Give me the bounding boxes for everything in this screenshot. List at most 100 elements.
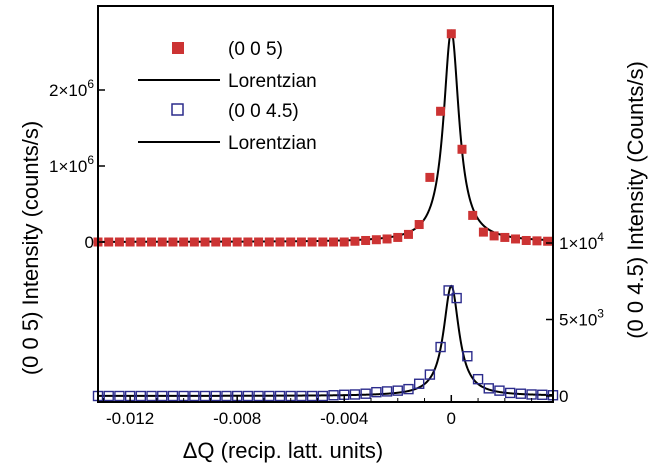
data-point-0045 xyxy=(424,369,436,380)
right-y-tick-label: 1×104 xyxy=(559,230,604,253)
right-y-axis-title: (0 0 4.5) Intensity (Counts/s) xyxy=(623,61,648,339)
x-axis-title: ΔQ (recip. latt. units) xyxy=(183,438,384,463)
data-point-0045 xyxy=(483,383,494,394)
data-point-005 xyxy=(136,237,146,247)
data-point-005 xyxy=(457,144,467,154)
data-point-005 xyxy=(436,106,446,116)
data-point-005 xyxy=(264,237,274,247)
legend-label: (0 0 5) xyxy=(228,39,283,60)
x-tick-label: -0.004 xyxy=(320,409,368,428)
data-point-005 xyxy=(296,237,306,247)
fit-lines xyxy=(98,29,554,397)
data-point-0045 xyxy=(328,390,339,401)
x-tick-label: 0 xyxy=(447,409,456,428)
data-point-0045 xyxy=(114,390,125,402)
data-point-005 xyxy=(521,235,531,245)
data-point-0045 xyxy=(349,389,361,400)
data-point-005 xyxy=(350,236,360,246)
data-point-005 xyxy=(468,210,478,220)
data-point-0045 xyxy=(462,351,473,362)
x-tick-label: -0.012 xyxy=(106,409,154,428)
legend-marker-filled-square xyxy=(172,42,184,54)
data-point-005 xyxy=(318,237,328,247)
data-point-0045 xyxy=(504,387,516,399)
data-point-0045 xyxy=(537,389,548,400)
data-point-005 xyxy=(307,237,317,247)
legend-label: Lorentzian xyxy=(228,71,317,92)
data-point-0045 xyxy=(274,390,286,402)
data-point-0045 xyxy=(157,390,168,402)
right-y-tick-label: 0 xyxy=(559,387,568,406)
data-point-005 xyxy=(532,236,542,246)
right-y-tick-label: 5×103 xyxy=(559,307,604,330)
data-point-005 xyxy=(157,237,167,247)
data-point-0045 xyxy=(435,341,446,353)
data-point-005 xyxy=(393,232,403,242)
left-y-axis-title: (0 0 5) Intensity (counts/s) xyxy=(18,121,43,375)
data-point-005 xyxy=(511,234,521,244)
data-point-005 xyxy=(489,231,499,241)
lorentzian-fit-line xyxy=(98,29,554,243)
data-point-0045 xyxy=(451,292,462,304)
legend-marker-open-square xyxy=(171,103,184,116)
data-point-005 xyxy=(275,237,285,247)
left-y-tick-label: 1×106 xyxy=(49,153,94,176)
legend: (0 0 5) Lorentzian (0 0 4.5) Lorentzian xyxy=(138,39,317,154)
data-point-005 xyxy=(125,237,135,247)
data-point-0045 xyxy=(515,388,527,399)
data-point-005 xyxy=(168,237,178,247)
legend-label: (0 0 4.5) xyxy=(228,101,299,122)
data-point-005 xyxy=(243,237,253,247)
data-point-005 xyxy=(382,234,392,244)
data-points xyxy=(92,29,559,402)
data-point-005 xyxy=(371,235,381,245)
data-point-005 xyxy=(254,237,264,247)
data-point-005 xyxy=(446,29,456,39)
data-point-005 xyxy=(189,237,199,247)
data-point-005 xyxy=(104,237,114,247)
data-point-0045 xyxy=(103,390,114,402)
lorentzian-fit-line xyxy=(98,284,554,397)
data-point-005 xyxy=(425,172,435,182)
legend-label: Lorentzian xyxy=(228,133,317,154)
right-y-axis: 0 5×103 1×104 xyxy=(546,230,604,406)
data-point-005 xyxy=(114,237,124,247)
data-point-005 xyxy=(478,227,488,237)
data-point-0045 xyxy=(360,388,371,399)
data-point-0045 xyxy=(317,390,329,402)
data-point-005 xyxy=(403,229,413,239)
data-point-0045 xyxy=(494,385,505,396)
plot-area xyxy=(92,29,559,402)
data-point-005 xyxy=(200,237,210,247)
data-point-0045 xyxy=(199,390,211,402)
data-point-0045 xyxy=(146,390,157,402)
data-point-005 xyxy=(179,237,189,247)
data-point-005 xyxy=(221,237,231,247)
data-point-0045 xyxy=(371,386,382,398)
left-y-tick-label: 2×106 xyxy=(49,77,94,100)
data-point-0045 xyxy=(189,390,200,402)
x-axis: -0.012 -0.008 -0.004 0 xyxy=(102,395,533,428)
data-point-0045 xyxy=(381,386,393,397)
data-point-0045 xyxy=(253,390,264,402)
data-point-005 xyxy=(211,237,221,247)
data-point-005 xyxy=(361,235,371,245)
data-point-005 xyxy=(339,237,349,247)
data-point-005 xyxy=(147,237,157,247)
data-point-0045 xyxy=(264,390,275,402)
data-point-0045 xyxy=(443,285,454,296)
data-point-0045 xyxy=(296,390,307,402)
plot-frame xyxy=(97,5,554,403)
data-point-0045 xyxy=(403,383,414,395)
data-point-0045 xyxy=(413,378,425,389)
data-point-0045 xyxy=(135,390,147,402)
left-y-tick-label: 0 xyxy=(85,233,94,252)
x-tick-label: -0.008 xyxy=(213,409,261,428)
data-point-0045 xyxy=(221,390,232,402)
data-point-005 xyxy=(329,237,339,247)
data-point-005 xyxy=(543,236,553,246)
data-point-005 xyxy=(286,237,296,247)
data-point-005 xyxy=(232,237,242,247)
left-y-axis: 0 1×106 2×106 xyxy=(49,77,105,252)
